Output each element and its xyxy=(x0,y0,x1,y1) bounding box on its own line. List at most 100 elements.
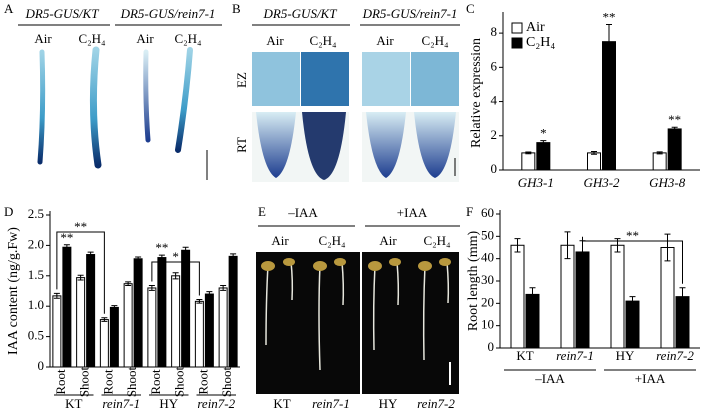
bar xyxy=(625,300,640,349)
y-axis-label: IAA content (ng/g.Fw) xyxy=(6,227,21,355)
group-label: –IAA xyxy=(534,371,565,386)
error-bar xyxy=(158,254,165,261)
group-label: KT xyxy=(65,396,82,411)
y-tick-label: 30 xyxy=(481,272,494,287)
x-tick-label: KT xyxy=(516,348,533,363)
x-tick-label: rein7-1 xyxy=(556,348,594,363)
condition: C₂H₄ xyxy=(174,31,202,46)
error-bar xyxy=(87,251,94,258)
genotype: rein7-1 xyxy=(312,396,350,411)
bar xyxy=(86,254,96,368)
x-tick-label: GH3-8 xyxy=(649,175,686,190)
bar xyxy=(76,277,86,368)
y-tick-label: 0 xyxy=(488,339,495,354)
panel-a: DR5-GUS/KT DR5-GUS/rein7-1 Air C₂H₄ Air … xyxy=(18,6,222,180)
annotation: * xyxy=(172,249,179,264)
bar xyxy=(575,251,590,349)
error-bar xyxy=(679,287,686,307)
bar xyxy=(228,255,238,368)
condition: Air xyxy=(34,31,52,46)
bar xyxy=(181,249,191,368)
micrograph xyxy=(362,52,410,106)
row-label: RT xyxy=(234,137,249,153)
annotation: ** xyxy=(668,112,681,127)
root-tip xyxy=(256,112,296,178)
annotation: ** xyxy=(60,230,73,245)
bar xyxy=(218,287,228,368)
condition: C₂H₄ xyxy=(309,33,337,48)
root-image xyxy=(37,49,46,165)
panel-letter: C xyxy=(466,1,475,16)
y-tick-label: 2.5 xyxy=(28,206,44,221)
y-tick-label: 60 xyxy=(481,205,494,220)
error-bar xyxy=(206,291,213,297)
error-bar xyxy=(135,256,142,262)
micrograph xyxy=(411,52,459,106)
x-tick-label: Shoot xyxy=(172,366,187,397)
bar xyxy=(62,246,72,368)
error-bar xyxy=(671,126,678,132)
root-tip xyxy=(302,112,346,180)
y-tick-label: 2.0 xyxy=(28,236,44,251)
error-bar xyxy=(629,296,636,307)
condition: C₂H₄ xyxy=(421,33,449,48)
error-bar xyxy=(53,292,60,299)
bar xyxy=(536,142,551,171)
genotype: rein7-2 xyxy=(417,396,455,411)
y-tick-label: 0 xyxy=(491,161,498,176)
y-tick-label: 2 xyxy=(491,127,498,142)
legend-swatch xyxy=(511,37,523,49)
error-bar xyxy=(664,233,671,262)
condition: C₂H₄ xyxy=(318,233,346,248)
y-tick-label: 0.5 xyxy=(28,328,44,343)
bar xyxy=(157,257,167,368)
y-tick-label: 1.5 xyxy=(28,267,44,282)
group-label: rein7-1 xyxy=(102,396,140,411)
y-axis-label: Relative expression xyxy=(469,38,484,148)
y-tick-label: 1.0 xyxy=(28,297,44,312)
condition: Air xyxy=(271,233,289,248)
title: +IAA xyxy=(397,205,428,220)
annotation: ** xyxy=(603,10,616,25)
error-bar xyxy=(63,244,70,251)
group-label: +IAA xyxy=(635,371,666,386)
x-tick-label: HY xyxy=(616,348,635,363)
y-tick-label: 50 xyxy=(481,227,494,242)
x-tick-label: GH3-1 xyxy=(518,175,554,190)
bar xyxy=(560,244,575,349)
panel-e: –IAA +IAA Air C₂H₄ Air C₂H₄ KT rein7-1 H… xyxy=(256,205,460,411)
x-tick-label: rein7-2 xyxy=(656,348,694,363)
condition: Air xyxy=(266,33,284,48)
error-bar xyxy=(591,151,597,155)
panel-letter: F xyxy=(466,204,473,219)
error-bar xyxy=(514,238,521,253)
bar xyxy=(510,244,525,349)
bar xyxy=(109,306,119,368)
charts: 0 2 4 6 8 Relative expression GH3-1 GH3-2 GH3-8 *… xyxy=(6,10,700,411)
seeds xyxy=(261,258,451,271)
panel-letter: E xyxy=(258,204,266,219)
bar xyxy=(123,283,133,368)
bar xyxy=(171,275,181,368)
group-label: HY xyxy=(159,396,178,411)
error-bar xyxy=(540,140,547,146)
x-tick-label: Root xyxy=(148,369,163,395)
x-tick-label: Root xyxy=(100,369,115,395)
error-bar xyxy=(230,253,237,260)
title: DR5-GUS/rein7-1 xyxy=(362,6,458,21)
y-tick-label: 40 xyxy=(481,250,494,265)
title: DR5-GUS/rein7-1 xyxy=(120,6,216,21)
bar xyxy=(667,128,682,171)
group-label: rein7-2 xyxy=(197,396,235,411)
x-tick-label: Root xyxy=(53,369,68,395)
root-tip xyxy=(414,112,456,178)
panel-letter: D xyxy=(4,204,13,219)
annotation: ** xyxy=(626,228,639,243)
error-bar xyxy=(196,299,203,304)
error-bar xyxy=(529,287,536,302)
bar xyxy=(525,293,540,349)
panel-b: DR5-GUS/KT DR5-GUS/rein7-1 Air C₂H₄ Air … xyxy=(234,6,460,182)
annotation: * xyxy=(540,126,547,141)
condition: Air xyxy=(376,33,394,48)
